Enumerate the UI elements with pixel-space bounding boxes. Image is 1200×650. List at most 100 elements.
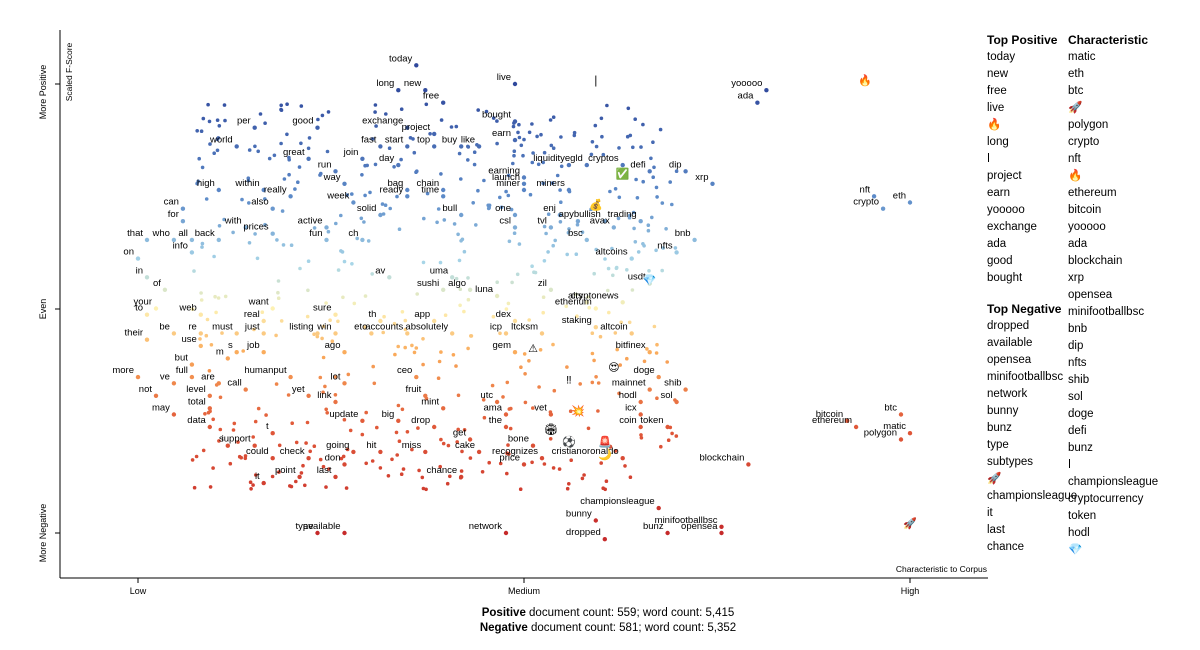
point-dropped[interactable]: [602, 537, 607, 542]
point-nft[interactable]: [871, 194, 877, 199]
point-big[interactable]: [396, 418, 401, 423]
point-cryptonews[interactable]: [620, 300, 625, 305]
point-get[interactable]: [467, 437, 473, 442]
top_negative-item[interactable]: minifootballbsc: [987, 371, 1064, 383]
emoji-point[interactable]: 💎: [643, 274, 657, 287]
characteristic-item[interactable]: blockchain: [1068, 255, 1123, 267]
point-crypto[interactable]: [880, 206, 886, 211]
top_positive-item[interactable]: new: [987, 68, 1009, 80]
point-tvl[interactable]: [548, 225, 554, 230]
point-miner[interactable]: [521, 187, 527, 193]
characteristic-item[interactable]: yooooo: [1068, 221, 1106, 233]
point-fun[interactable]: [324, 237, 329, 243]
point-bought[interactable]: [512, 119, 518, 124]
point-be[interactable]: [171, 331, 177, 336]
point-also[interactable]: [270, 206, 275, 211]
point-bsc[interactable]: [584, 237, 589, 243]
point-active[interactable]: [324, 225, 329, 230]
characteristic-item[interactable]: ada: [1068, 238, 1088, 250]
point-opensea[interactable]: [719, 530, 724, 536]
point-don[interactable]: [342, 462, 347, 467]
point-accounts[interactable]: [405, 331, 410, 336]
top_negative-item[interactable]: bunz: [987, 422, 1012, 434]
emoji-point[interactable]: 🚨: [598, 436, 612, 449]
point-usdt[interactable]: [647, 281, 652, 286]
point-absolutely[interactable]: [450, 331, 455, 336]
top_negative-item[interactable]: 🚀: [987, 473, 1002, 485]
point-may[interactable]: [171, 412, 177, 417]
point-today[interactable]: [414, 63, 419, 68]
characteristic-item[interactable]: 🔥: [1068, 170, 1083, 182]
point-yooooo[interactable]: [764, 88, 769, 93]
point-check[interactable]: [306, 456, 311, 461]
top_positive-item[interactable]: ada: [987, 238, 1007, 250]
point-hodl[interactable]: [638, 399, 643, 405]
top_negative-item[interactable]: chance: [987, 541, 1025, 553]
point-miss[interactable]: [423, 449, 428, 455]
point-xrp[interactable]: [710, 181, 715, 186]
point-m[interactable]: [225, 356, 230, 361]
characteristic-item[interactable]: nfts: [1068, 357, 1087, 369]
point-defi[interactable]: [647, 169, 652, 174]
point-staking[interactable]: [593, 325, 598, 330]
point-that[interactable]: [144, 237, 150, 243]
point-chain[interactable]: [441, 187, 446, 193]
top_positive-item[interactable]: long: [987, 136, 1009, 148]
point-etherium[interactable]: [593, 306, 598, 311]
point-point[interactable]: [297, 474, 302, 480]
characteristic-item[interactable]: cryptocurrency: [1068, 493, 1144, 505]
point-i[interactable]: [225, 443, 230, 448]
top_positive-item[interactable]: live: [987, 102, 1005, 114]
point-more[interactable]: [135, 374, 141, 380]
characteristic-item[interactable]: matic: [1068, 51, 1096, 63]
point-exchange[interactable]: [405, 125, 410, 130]
top_negative-item[interactable]: dropped: [987, 320, 1030, 332]
point-really[interactable]: [288, 194, 293, 199]
point-run[interactable]: [333, 169, 338, 174]
point-day[interactable]: [396, 162, 401, 168]
point-ethereum[interactable]: [853, 424, 859, 430]
point-total[interactable]: [207, 406, 212, 411]
top_negative-item[interactable]: championsleague: [987, 490, 1078, 502]
point-real[interactable]: [261, 318, 266, 324]
top_positive-item[interactable]: 🔥: [987, 119, 1002, 131]
characteristic-item[interactable]: bnb: [1068, 323, 1088, 335]
point-your[interactable]: [153, 306, 159, 311]
characteristic-item[interactable]: championsleague: [1068, 476, 1159, 488]
point-high[interactable]: [216, 187, 221, 193]
characteristic-item[interactable]: dip: [1068, 340, 1084, 352]
point-who[interactable]: [171, 237, 177, 243]
emoji-point[interactable]: ⚠: [528, 343, 538, 355]
characteristic-item[interactable]: eth: [1068, 68, 1084, 80]
point-fruit[interactable]: [423, 393, 428, 398]
point-must[interactable]: [234, 331, 239, 336]
characteristic-item[interactable]: shib: [1068, 374, 1090, 386]
point-last[interactable]: [333, 474, 338, 480]
point-good[interactable]: [315, 125, 320, 130]
point-cryptos[interactable]: [620, 162, 625, 168]
point-altcoins[interactable]: [629, 256, 634, 261]
point-bag[interactable]: [405, 187, 410, 193]
point-the[interactable]: [503, 424, 509, 430]
point-it[interactable]: [261, 480, 266, 486]
point-network[interactable]: [503, 530, 509, 536]
point-bunny[interactable]: [593, 518, 598, 523]
point-world[interactable]: [234, 144, 239, 149]
point-ama[interactable]: [503, 412, 509, 417]
point-link[interactable]: [333, 399, 338, 405]
point-matic[interactable]: [907, 431, 913, 436]
point-avax[interactable]: [611, 225, 616, 230]
point-sure[interactable]: [333, 312, 338, 317]
emoji-point[interactable]: ‼: [566, 374, 572, 386]
characteristic-item[interactable]: nft: [1068, 153, 1081, 165]
point-csl[interactable]: [512, 225, 518, 230]
characteristic-item[interactable]: polygon: [1068, 119, 1109, 131]
characteristic-item[interactable]: opensea: [1068, 289, 1113, 301]
point-luna[interactable]: [494, 293, 500, 299]
point-buy[interactable]: [459, 144, 464, 149]
point-icp[interactable]: [503, 331, 509, 336]
point-trading[interactable]: [638, 219, 643, 224]
point-eto[interactable]: [369, 331, 374, 336]
top_negative-item[interactable]: bunny: [987, 405, 1019, 417]
point-s[interactable]: [234, 350, 239, 355]
